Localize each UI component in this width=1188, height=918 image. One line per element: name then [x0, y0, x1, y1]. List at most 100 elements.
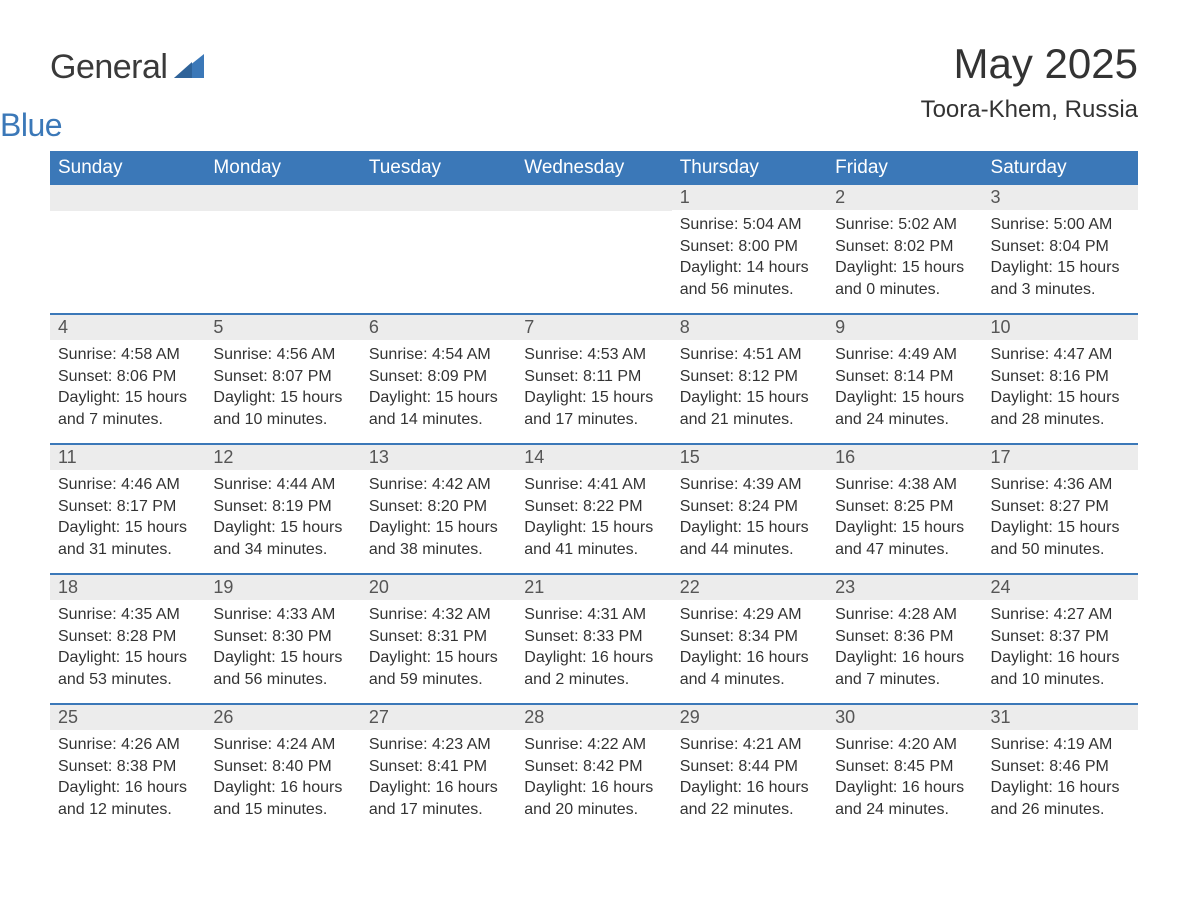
- day-details: Sunrise: 4:28 AMSunset: 8:36 PMDaylight:…: [827, 600, 982, 698]
- sunrise-text: Sunrise: 4:33 AM: [213, 604, 352, 626]
- calendar-day: 11Sunrise: 4:46 AMSunset: 8:17 PMDayligh…: [50, 445, 205, 573]
- day-details: Sunrise: 4:33 AMSunset: 8:30 PMDaylight:…: [205, 600, 360, 698]
- sunset-text: Sunset: 8:07 PM: [213, 366, 352, 388]
- calendar-body: 1Sunrise: 5:04 AMSunset: 8:00 PMDaylight…: [50, 185, 1138, 833]
- calendar-day: 23Sunrise: 4:28 AMSunset: 8:36 PMDayligh…: [827, 575, 982, 703]
- brand-name-2: Blue: [0, 109, 204, 141]
- day-number: 25: [50, 705, 205, 730]
- calendar-week: 1Sunrise: 5:04 AMSunset: 8:00 PMDaylight…: [50, 185, 1138, 313]
- sunset-text: Sunset: 8:25 PM: [835, 496, 974, 518]
- sunrise-text: Sunrise: 4:27 AM: [991, 604, 1130, 626]
- sunrise-text: Sunrise: 4:22 AM: [524, 734, 663, 756]
- daylight-text: Daylight: 15 hours and 24 minutes.: [835, 387, 974, 430]
- calendar-day: [516, 185, 671, 313]
- sunrise-text: Sunrise: 4:51 AM: [680, 344, 819, 366]
- daylight-text: Daylight: 16 hours and 26 minutes.: [991, 777, 1130, 820]
- sunset-text: Sunset: 8:41 PM: [369, 756, 508, 778]
- day-details: Sunrise: 4:42 AMSunset: 8:20 PMDaylight:…: [361, 470, 516, 568]
- calendar-day: 16Sunrise: 4:38 AMSunset: 8:25 PMDayligh…: [827, 445, 982, 573]
- sunset-text: Sunset: 8:40 PM: [213, 756, 352, 778]
- day-details: Sunrise: 5:00 AMSunset: 8:04 PMDaylight:…: [983, 210, 1138, 308]
- day-number: 16: [827, 445, 982, 470]
- sunrise-text: Sunrise: 4:58 AM: [58, 344, 197, 366]
- day-number: 23: [827, 575, 982, 600]
- day-number: 3: [983, 185, 1138, 210]
- title-block: May 2025 Toora-Khem, Russia: [921, 40, 1138, 124]
- day-number: 31: [983, 705, 1138, 730]
- weekday-header-row: SundayMondayTuesdayWednesdayThursdayFrid…: [50, 151, 1138, 185]
- sunset-text: Sunset: 8:45 PM: [835, 756, 974, 778]
- sunset-text: Sunset: 8:04 PM: [991, 236, 1130, 258]
- sunset-text: Sunset: 8:22 PM: [524, 496, 663, 518]
- calendar-day: 3Sunrise: 5:00 AMSunset: 8:04 PMDaylight…: [983, 185, 1138, 313]
- brand-logo: General Blue: [50, 40, 204, 141]
- daylight-text: Daylight: 15 hours and 50 minutes.: [991, 517, 1130, 560]
- sunrise-text: Sunrise: 4:21 AM: [680, 734, 819, 756]
- daylight-text: Daylight: 15 hours and 53 minutes.: [58, 647, 197, 690]
- sunset-text: Sunset: 8:33 PM: [524, 626, 663, 648]
- daylight-text: Daylight: 15 hours and 31 minutes.: [58, 517, 197, 560]
- day-number: 2: [827, 185, 982, 210]
- sunrise-text: Sunrise: 4:46 AM: [58, 474, 197, 496]
- daylight-text: Daylight: 16 hours and 4 minutes.: [680, 647, 819, 690]
- sunset-text: Sunset: 8:46 PM: [991, 756, 1130, 778]
- page-header: General Blue May 2025 Toora-Khem, Russia: [50, 40, 1138, 141]
- sunrise-text: Sunrise: 4:42 AM: [369, 474, 508, 496]
- sunrise-text: Sunrise: 4:54 AM: [369, 344, 508, 366]
- sunrise-text: Sunrise: 4:36 AM: [991, 474, 1130, 496]
- day-number: 21: [516, 575, 671, 600]
- daylight-text: Daylight: 16 hours and 10 minutes.: [991, 647, 1130, 690]
- daylight-text: Daylight: 15 hours and 41 minutes.: [524, 517, 663, 560]
- calendar-day: 12Sunrise: 4:44 AMSunset: 8:19 PMDayligh…: [205, 445, 360, 573]
- calendar-day: 17Sunrise: 4:36 AMSunset: 8:27 PMDayligh…: [983, 445, 1138, 573]
- day-number: 10: [983, 315, 1138, 340]
- daylight-text: Daylight: 15 hours and 44 minutes.: [680, 517, 819, 560]
- day-number: 17: [983, 445, 1138, 470]
- day-number: 11: [50, 445, 205, 470]
- day-details: Sunrise: 4:32 AMSunset: 8:31 PMDaylight:…: [361, 600, 516, 698]
- sunset-text: Sunset: 8:24 PM: [680, 496, 819, 518]
- day-number: 4: [50, 315, 205, 340]
- sunset-text: Sunset: 8:37 PM: [991, 626, 1130, 648]
- sunrise-text: Sunrise: 4:44 AM: [213, 474, 352, 496]
- day-details: Sunrise: 4:58 AMSunset: 8:06 PMDaylight:…: [50, 340, 205, 438]
- sunrise-text: Sunrise: 5:00 AM: [991, 214, 1130, 236]
- sunset-text: Sunset: 8:28 PM: [58, 626, 197, 648]
- weekday-header: Saturday: [983, 151, 1138, 185]
- day-details: Sunrise: 4:21 AMSunset: 8:44 PMDaylight:…: [672, 730, 827, 828]
- calendar-day: 26Sunrise: 4:24 AMSunset: 8:40 PMDayligh…: [205, 705, 360, 833]
- day-number: 14: [516, 445, 671, 470]
- sunset-text: Sunset: 8:38 PM: [58, 756, 197, 778]
- sunset-text: Sunset: 8:06 PM: [58, 366, 197, 388]
- calendar-day: [205, 185, 360, 313]
- day-details: Sunrise: 4:26 AMSunset: 8:38 PMDaylight:…: [50, 730, 205, 828]
- day-details: Sunrise: 4:39 AMSunset: 8:24 PMDaylight:…: [672, 470, 827, 568]
- daylight-text: Daylight: 16 hours and 12 minutes.: [58, 777, 197, 820]
- sunrise-text: Sunrise: 4:26 AM: [58, 734, 197, 756]
- calendar-day: 30Sunrise: 4:20 AMSunset: 8:45 PMDayligh…: [827, 705, 982, 833]
- daylight-text: Daylight: 16 hours and 7 minutes.: [835, 647, 974, 690]
- day-number: 28: [516, 705, 671, 730]
- day-number: 9: [827, 315, 982, 340]
- day-details: Sunrise: 4:22 AMSunset: 8:42 PMDaylight:…: [516, 730, 671, 828]
- day-number: 22: [672, 575, 827, 600]
- day-number: 1: [672, 185, 827, 210]
- location-label: Toora-Khem, Russia: [921, 96, 1138, 124]
- sunset-text: Sunset: 8:14 PM: [835, 366, 974, 388]
- day-details: Sunrise: 4:27 AMSunset: 8:37 PMDaylight:…: [983, 600, 1138, 698]
- sunset-text: Sunset: 8:34 PM: [680, 626, 819, 648]
- day-number: 20: [361, 575, 516, 600]
- day-number: 27: [361, 705, 516, 730]
- sunset-text: Sunset: 8:00 PM: [680, 236, 819, 258]
- calendar-day: 21Sunrise: 4:31 AMSunset: 8:33 PMDayligh…: [516, 575, 671, 703]
- month-title: May 2025: [921, 40, 1138, 88]
- calendar-day: 4Sunrise: 4:58 AMSunset: 8:06 PMDaylight…: [50, 315, 205, 443]
- calendar-day: 9Sunrise: 4:49 AMSunset: 8:14 PMDaylight…: [827, 315, 982, 443]
- day-details: Sunrise: 4:19 AMSunset: 8:46 PMDaylight:…: [983, 730, 1138, 828]
- day-number: 8: [672, 315, 827, 340]
- calendar-day: 13Sunrise: 4:42 AMSunset: 8:20 PMDayligh…: [361, 445, 516, 573]
- day-details: Sunrise: 4:23 AMSunset: 8:41 PMDaylight:…: [361, 730, 516, 828]
- sunrise-text: Sunrise: 4:31 AM: [524, 604, 663, 626]
- sunset-text: Sunset: 8:11 PM: [524, 366, 663, 388]
- weekday-header: Friday: [827, 151, 982, 185]
